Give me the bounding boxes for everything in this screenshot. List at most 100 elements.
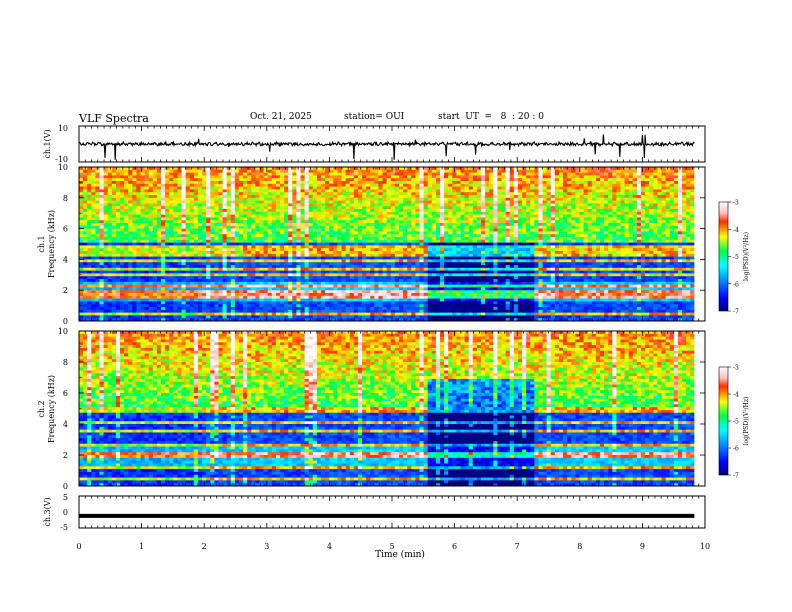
spectrogram-cell [341,290,347,294]
spectrogram-cell [349,203,355,207]
spectrogram-cell [415,183,420,187]
spectrogram-cell [169,309,174,313]
spectrogram-cell [333,209,338,213]
spectrogram-cell [267,181,273,185]
spectrogram-cell [120,242,125,246]
spectrogram-cell [296,181,301,185]
spectrogram-cell [95,281,100,285]
spectrogram-cell [403,295,408,299]
spectrogram-cell [431,265,437,269]
spectrogram-cell [308,206,314,210]
spectrogram-cell [300,223,306,227]
spectrogram-cell [136,281,141,285]
spectrogram-cell [111,281,117,285]
spectrogram-cell [255,262,260,266]
spectrogram-cell [144,290,150,294]
spectrogram-cell [284,167,289,171]
spectrogram-cell [99,318,105,322]
spectrogram-cell [427,245,433,249]
spectrogram-cell [419,186,424,190]
spectrogram-cell [156,293,162,297]
spectrogram-cell [91,307,96,311]
spectrogram-cell [152,183,158,187]
spectrogram-cell [214,251,219,255]
spectrogram-cell [362,217,367,221]
spectrogram-cell [329,172,334,176]
spectrogram-cell [382,181,388,185]
spectrogram-cell [177,237,182,241]
spectrogram-cell [202,172,207,176]
spectrogram-cell [226,181,232,185]
spectrogram-cell [312,186,318,190]
spectrogram-cell [193,206,199,210]
spectrogram-cell [284,209,289,213]
spectrogram-cell [345,183,351,187]
spectrogram-cell [374,298,379,302]
spectrogram-cell [386,295,392,299]
spectrogram-cell [234,262,240,266]
spectrogram-cell [407,225,412,229]
spectrogram-cell [161,175,166,179]
spectrogram-cell [284,195,289,199]
spectrogram-cell [357,223,363,227]
spectrogram-cell [91,253,96,257]
spectrogram-cell [366,251,371,255]
spectrogram-cell [386,220,392,224]
spectrogram-cell [321,262,326,266]
spectrogram-cell [321,290,326,294]
spectrogram-cell [419,189,424,193]
spectrogram-cell [144,178,150,182]
spectrogram-cell [362,237,367,241]
spectrogram-cell [115,281,121,285]
spectrogram-cell [366,237,371,241]
spectrogram-cell [288,237,293,241]
spectrogram-cell [366,239,371,243]
spectrogram-cell [321,279,326,283]
spectrogram-cell [218,287,223,291]
spectrogram-cell [144,281,150,285]
spectrogram-cell [394,281,400,285]
spectrogram-cell [251,189,256,193]
spectrogram-cell [374,172,379,176]
spectrogram-cell [247,248,252,252]
spectrogram-cell [333,214,338,218]
spectrogram-cell [230,293,236,297]
spectrogram-cell [156,214,162,218]
spectrogram-cell [185,251,191,255]
spectrogram-cell [243,312,248,316]
spectrogram-cell [243,217,248,221]
spectrogram-cell [95,209,100,213]
spectrogram-cell [87,200,92,204]
spectrogram-cell [226,189,232,193]
spectrogram-cell [312,228,318,232]
spectrogram-cell [177,279,182,283]
spectrogram-cell [148,251,154,255]
spectrogram-cell [263,304,269,308]
spectrogram-cell [431,245,437,249]
spectrogram-cell [99,279,105,283]
spectrogram-cell [222,273,228,277]
spectrogram-cell [107,175,113,179]
spectrogram-cell [140,312,146,316]
spectrogram-cell [280,186,285,190]
spectrogram-cell [271,197,277,201]
spectrogram-cell [173,281,178,285]
spectrogram-cell [304,183,310,187]
spectrogram-cell [308,197,314,201]
spectrogram-cell [431,223,437,227]
spectrogram-cell [148,270,154,274]
spectrogram-cell [398,276,404,280]
spectrogram-cell [275,183,281,187]
spectrogram-cell [115,287,121,291]
spectrogram-cell [202,225,207,229]
spectrogram-cell [403,309,408,313]
spectrogram-cell [140,315,146,319]
spectrogram-cell [230,265,236,269]
spectrogram-cell [152,281,158,285]
spectrogram-cell [230,281,236,285]
spectrogram-cell [300,220,306,224]
spectrogram-cell [423,234,429,238]
spectrogram-cell [124,192,129,196]
spectrogram-cell [349,318,355,322]
